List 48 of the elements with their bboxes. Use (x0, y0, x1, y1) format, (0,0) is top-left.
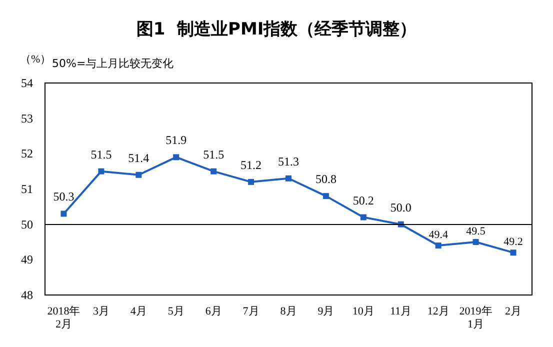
point (286, 175, 292, 182)
x-tick-label: 6月 (205, 306, 222, 318)
data-label: 51.4 (128, 150, 150, 165)
point (435, 242, 442, 249)
x-tick-label: 12月 (427, 306, 450, 318)
data-label: 50.2 (352, 193, 374, 208)
point (136, 172, 142, 178)
x-tick-label: 2018年 2月 (47, 306, 80, 330)
data-label: 51.5 (203, 147, 224, 162)
y-tick-label: 52 (21, 146, 33, 161)
text: 50%=与上月比较无变化 (52, 57, 174, 70)
y-tick-label: 53 (21, 111, 33, 126)
data-label: 50.0 (390, 200, 412, 214)
data-label: 51.3 (278, 154, 299, 168)
point (360, 214, 366, 220)
x-tick-label: 2月 (505, 306, 522, 318)
data-label: 50.3 (53, 190, 74, 204)
point (472, 239, 479, 245)
x-tick-label: 11月 (390, 306, 412, 318)
y-tick-label: 48 (21, 288, 33, 302)
data-label: 50.8 (315, 172, 336, 186)
point (210, 168, 217, 174)
y-tick-label: 51 (21, 182, 33, 196)
x-tick-label: 4月 (130, 306, 147, 318)
y-axis-title: （%） (20, 54, 52, 66)
point (510, 250, 516, 256)
data-label: 49.2 (504, 236, 523, 248)
y-tick-label: 54 (21, 76, 33, 90)
data-label: 51.9 (166, 133, 187, 148)
point (322, 193, 329, 200)
chart-title: 图1 制造业PMI指数（经季节调整） (136, 20, 417, 40)
x-tick-label: 5月 (168, 306, 184, 318)
data-label: 49.5 (466, 226, 486, 238)
y-tick-label: 50 (21, 217, 33, 232)
data-label: 51.2 (240, 158, 262, 172)
data-label: 51.5 (90, 147, 112, 162)
x-tick-label: 3月 (92, 306, 110, 318)
x-tick-label: 9月 (318, 306, 334, 318)
point (173, 154, 180, 160)
point (98, 168, 104, 174)
data-label: 49.4 (428, 229, 448, 242)
point (60, 210, 67, 217)
x-tick-label: 2019年 1月 (459, 306, 492, 330)
point (248, 178, 254, 185)
x-tick-label: 10月 (352, 306, 374, 318)
x-tick-label: 7月 (242, 306, 260, 318)
y-tick-label: 49 (21, 252, 33, 267)
x-tick-label: 8月 (280, 306, 297, 318)
